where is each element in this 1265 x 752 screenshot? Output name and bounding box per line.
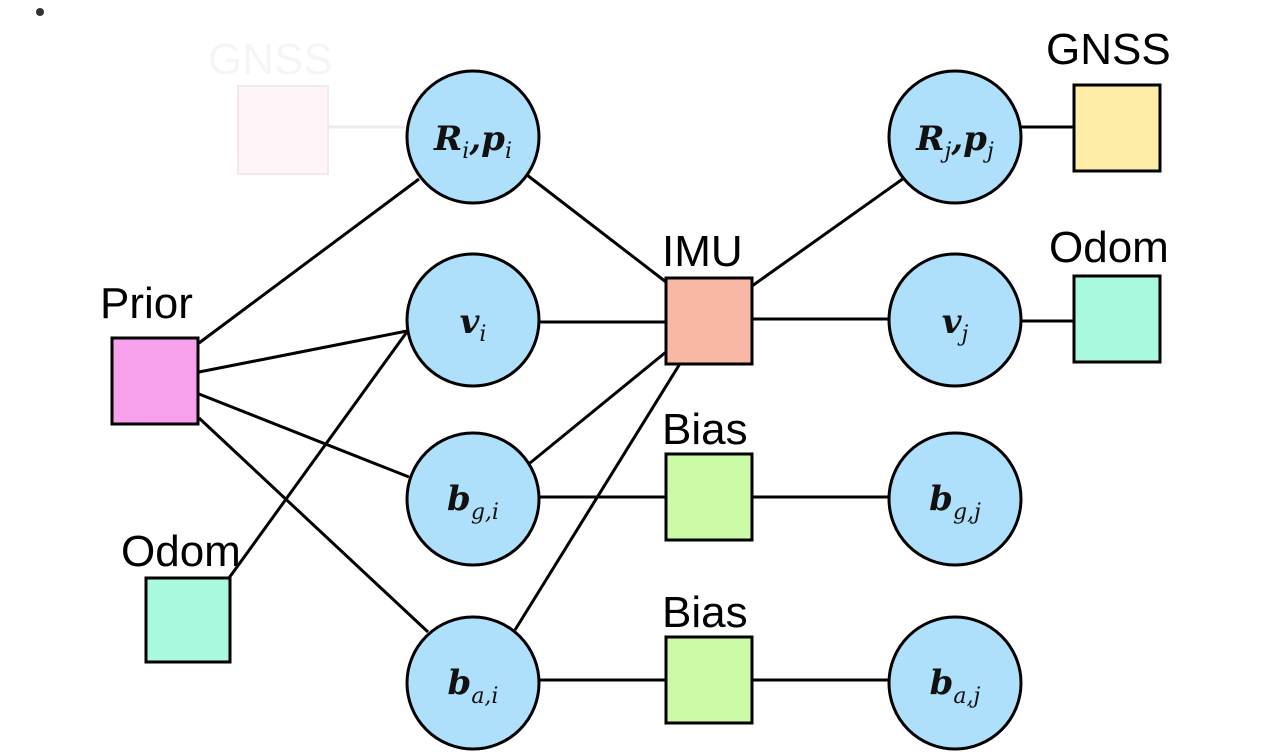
- ba-i-node: [405, 615, 541, 751]
- pose-j-node: [887, 69, 1023, 205]
- odom-right-label: Odom: [1049, 223, 1169, 272]
- edge-bg-i-imu: [529, 350, 667, 465]
- edge-pose-i-imu: [526, 173, 667, 284]
- vel-i-node: [405, 252, 541, 388]
- odom-left-label: Odom: [121, 527, 241, 576]
- bg-i-label: bg,i: [447, 479, 499, 525]
- bias-factor-acc: [664, 635, 754, 725]
- ba-j-label: ba,j: [930, 663, 981, 709]
- imu-label: IMU: [662, 227, 743, 276]
- edge-prior-vel-i: [198, 329, 408, 374]
- vel-i-label: vi: [460, 302, 487, 347]
- edge-prior-ba-i: [197, 416, 430, 634]
- bias-gyro-label: Bias: [662, 405, 748, 454]
- odom-factor-left: [144, 576, 232, 664]
- vel-j-label: vj: [942, 302, 969, 347]
- ba-j-node: [887, 615, 1023, 751]
- pose-i-label: Ri,pi: [433, 119, 512, 164]
- pose-j-label: Rj,pj: [915, 119, 994, 164]
- pose-i-node: [405, 69, 541, 205]
- bg-j-label: bg,j: [929, 479, 981, 525]
- ba-i-label: ba,i: [448, 663, 499, 709]
- edge-imu-pose-j: [751, 176, 905, 288]
- gnss-factor: [1072, 83, 1162, 173]
- bias-factor-gyro: [664, 452, 754, 542]
- bg-j-node: [887, 431, 1023, 567]
- bias-acc-label: Bias: [662, 588, 748, 637]
- edge-prior-bg-i: [198, 392, 410, 479]
- odom-factor-right: [1072, 274, 1162, 364]
- gnss-label: GNSS: [1046, 25, 1171, 74]
- vel-j-node: [887, 252, 1023, 388]
- edge-odom-vel-i: [227, 328, 411, 579]
- prior-factor: [110, 336, 200, 426]
- edges: [197, 125, 1074, 682]
- gnss-ghost-label: GNSS: [208, 35, 333, 84]
- gnss-ghost-factor: [237, 85, 329, 175]
- bg-i-node: [405, 431, 541, 567]
- edge-prior-pose-i: [198, 177, 420, 345]
- bullet-dot: [36, 8, 44, 16]
- prior-label: Prior: [100, 279, 193, 328]
- imu-factor: [664, 276, 754, 366]
